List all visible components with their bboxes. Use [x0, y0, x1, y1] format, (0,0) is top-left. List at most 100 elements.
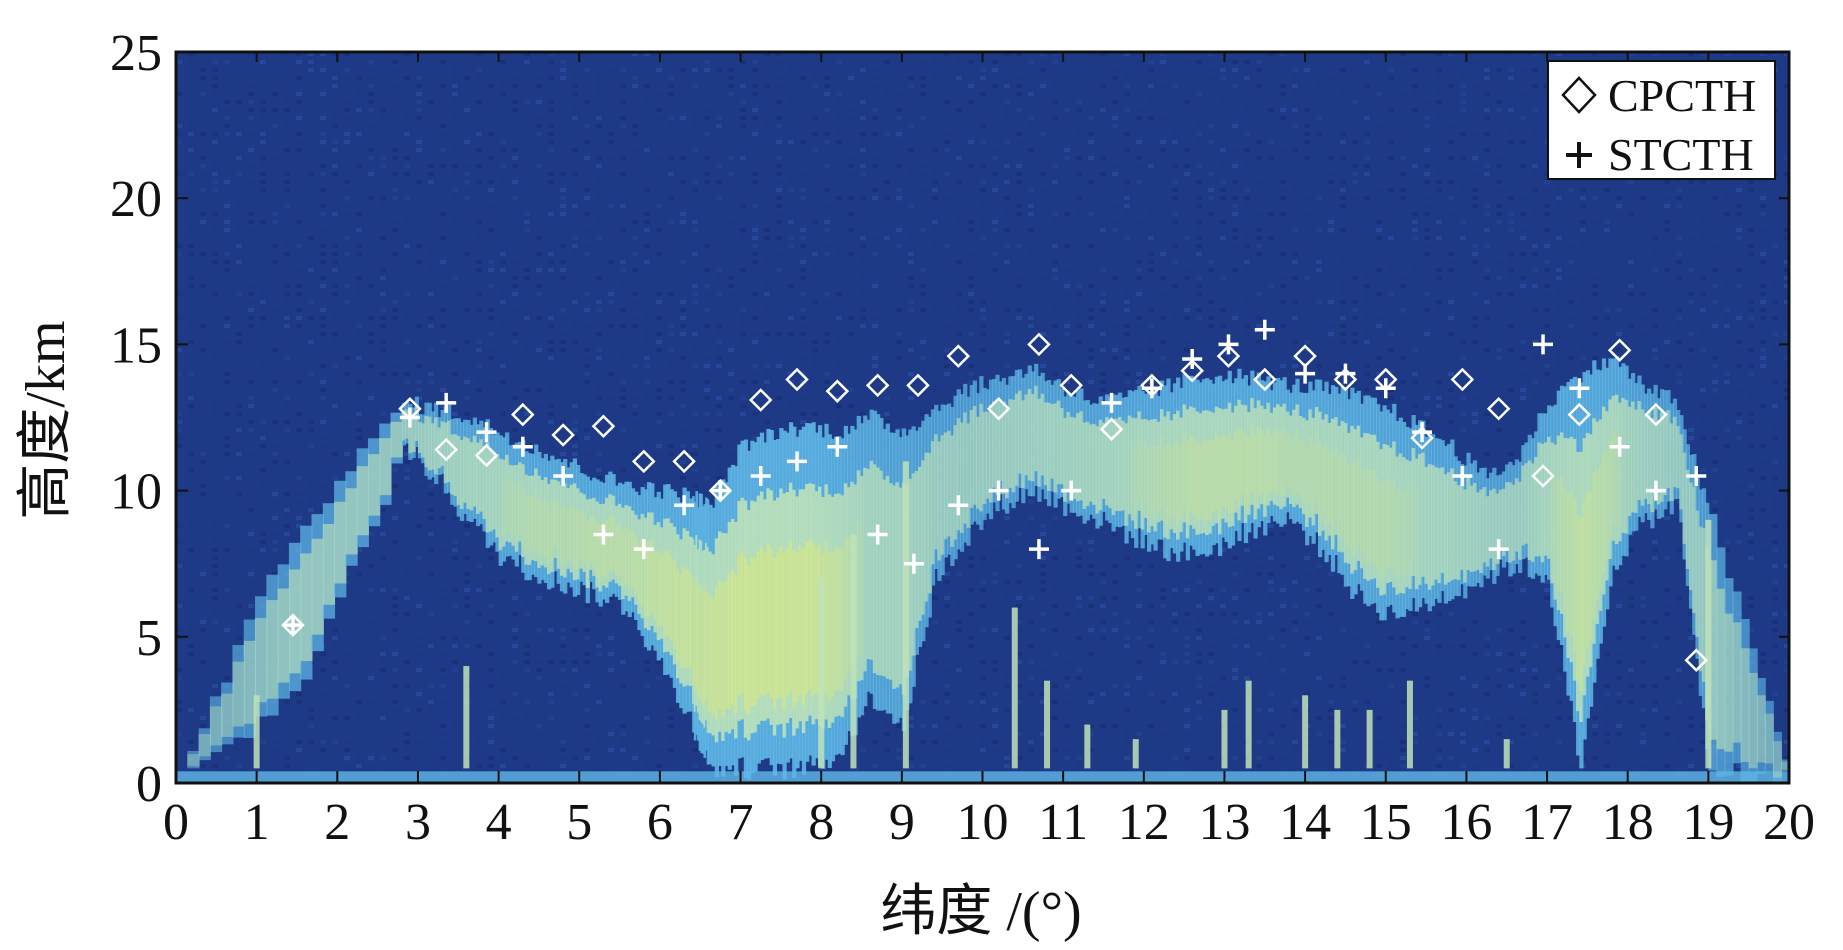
noise-speck	[1436, 180, 1442, 184]
noise-speck	[212, 404, 218, 408]
noise-speck	[1256, 564, 1262, 568]
noise-speck	[548, 660, 554, 664]
noise-speck	[464, 588, 470, 592]
noise-speck	[320, 188, 326, 192]
cloud-core	[766, 488, 771, 719]
noise-speck	[740, 100, 746, 104]
noise-speck	[1256, 68, 1262, 72]
noise-speck	[1100, 348, 1106, 352]
noise-speck	[656, 764, 662, 768]
noise-speck	[776, 100, 782, 104]
cloud-core	[847, 487, 852, 696]
noise-speck	[1352, 708, 1358, 712]
noise-speck	[296, 308, 302, 312]
noise-speck	[956, 724, 962, 728]
noise-speck	[1016, 244, 1022, 248]
noise-speck	[632, 52, 638, 56]
noise-speck	[692, 124, 698, 128]
noise-speck	[692, 188, 698, 192]
noise-speck	[968, 100, 974, 104]
noise-speck	[1196, 124, 1202, 128]
noise-speck	[1124, 212, 1130, 216]
noise-speck	[1724, 540, 1730, 544]
noise-speck	[788, 316, 794, 320]
noise-speck	[1580, 364, 1586, 368]
noise-speck	[296, 132, 302, 136]
noise-speck	[776, 252, 782, 256]
noise-speck	[1520, 692, 1526, 696]
noise-speck	[176, 292, 182, 296]
noise-speck	[380, 108, 386, 112]
noise-speck	[1700, 332, 1706, 336]
noise-speck	[320, 692, 326, 696]
noise-speck	[1244, 300, 1250, 304]
noise-speck	[440, 260, 446, 264]
noise-speck	[1088, 596, 1094, 600]
noise-speck	[668, 444, 674, 448]
noise-speck	[776, 60, 782, 64]
noise-speck	[1748, 188, 1754, 192]
noise-speck	[1100, 724, 1106, 728]
noise-speck	[944, 748, 950, 752]
noise-speck	[344, 300, 350, 304]
noise-speck	[1148, 628, 1154, 632]
noise-speck	[920, 740, 926, 744]
noise-speck	[1484, 300, 1490, 304]
noise-speck	[1664, 516, 1670, 520]
noise-speck	[512, 636, 518, 640]
noise-speck	[1232, 196, 1238, 200]
noise-speck	[464, 644, 470, 648]
noise-speck	[668, 380, 674, 384]
noise-speck	[752, 108, 758, 112]
noise-speck	[248, 284, 254, 288]
noise-speck	[296, 52, 302, 56]
noise-speck	[1040, 84, 1046, 88]
noise-speck	[848, 156, 854, 160]
noise-speck	[332, 476, 338, 480]
cloud-core	[798, 489, 803, 722]
cloud-dense-core	[685, 568, 690, 668]
noise-speck	[1784, 388, 1789, 392]
noise-speck	[1184, 348, 1190, 352]
noise-speck	[1688, 636, 1694, 640]
noise-speck	[1592, 684, 1598, 688]
noise-speck	[1760, 260, 1766, 264]
noise-speck	[1064, 516, 1070, 520]
noise-speck	[380, 236, 386, 240]
noise-speck	[1196, 92, 1202, 96]
noise-speck	[1028, 212, 1034, 216]
noise-speck	[1016, 276, 1022, 280]
noise-speck	[1664, 204, 1670, 208]
noise-speck	[188, 548, 194, 552]
noise-speck	[212, 612, 218, 616]
noise-speck	[464, 308, 470, 312]
noise-speck	[620, 748, 626, 752]
noise-speck	[1160, 732, 1166, 736]
noise-speck	[1124, 708, 1130, 712]
noise-speck	[1064, 244, 1070, 248]
noise-speck	[1244, 324, 1250, 328]
noise-speck	[1448, 196, 1454, 200]
noise-speck	[1280, 724, 1286, 728]
noise-speck	[1748, 316, 1754, 320]
noise-speck	[1376, 364, 1382, 368]
cloud-dense-core	[550, 501, 555, 562]
noise-speck	[224, 476, 230, 480]
noise-speck	[1580, 228, 1586, 232]
noise-speck	[260, 164, 266, 168]
noise-speck	[284, 532, 290, 536]
noise-speck	[644, 332, 650, 336]
noise-speck	[716, 404, 722, 408]
noise-speck	[428, 324, 434, 328]
noise-speck	[584, 436, 590, 440]
noise-speck	[404, 444, 410, 448]
noise-speck	[716, 364, 722, 368]
noise-speck	[500, 180, 506, 184]
noise-speck	[332, 284, 338, 288]
noise-speck	[1484, 636, 1490, 640]
noise-speck	[224, 444, 230, 448]
noise-speck	[644, 364, 650, 368]
noise-speck	[368, 108, 374, 112]
noise-speck	[692, 116, 698, 120]
cloud-core	[756, 495, 761, 725]
